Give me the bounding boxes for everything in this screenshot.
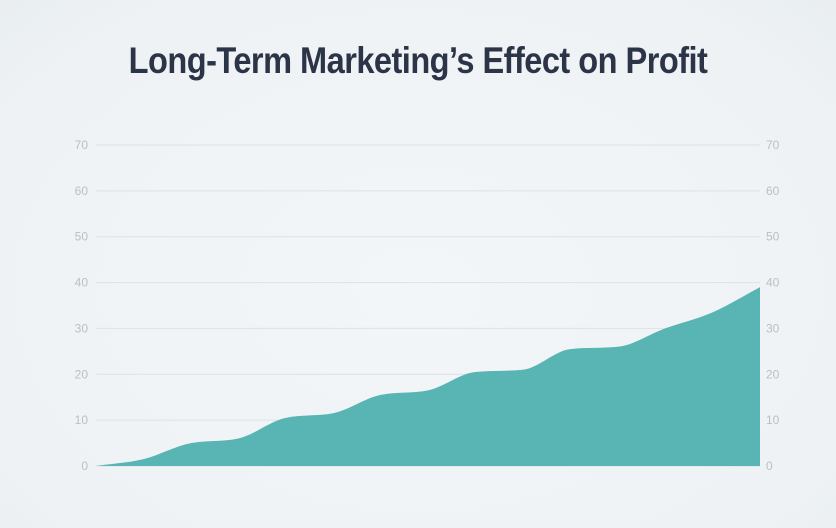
y-tick-label-right: 20 xyxy=(766,367,780,381)
y-tick-label-right: 10 xyxy=(766,413,780,427)
area-fill xyxy=(96,287,760,466)
y-tick-label-left: 70 xyxy=(75,138,89,152)
area-series xyxy=(96,287,760,466)
y-tick-label-right: 70 xyxy=(766,138,780,152)
y-tick-label-right: 0 xyxy=(766,459,773,473)
y-tick-label-right: 60 xyxy=(766,184,780,198)
y-tick-label-left: 0 xyxy=(81,459,88,473)
left-y-axis: 0 10 20 30 40 50 60 70 xyxy=(75,138,89,473)
y-tick-label-left: 60 xyxy=(75,184,89,198)
y-tick-label-right: 40 xyxy=(766,276,780,290)
y-tick-label-right: 50 xyxy=(766,230,780,244)
right-y-axis: 0 10 20 30 40 50 60 70 xyxy=(766,138,780,473)
y-tick-label-left: 50 xyxy=(75,230,89,244)
y-tick-label-left: 30 xyxy=(75,321,89,335)
chart-title: Long-Term Marketing’s Effect on Profit xyxy=(128,40,708,81)
y-tick-label-left: 20 xyxy=(75,367,89,381)
y-tick-label-left: 10 xyxy=(75,413,89,427)
y-tick-label-left: 40 xyxy=(75,276,89,290)
y-tick-label-right: 30 xyxy=(766,321,780,335)
